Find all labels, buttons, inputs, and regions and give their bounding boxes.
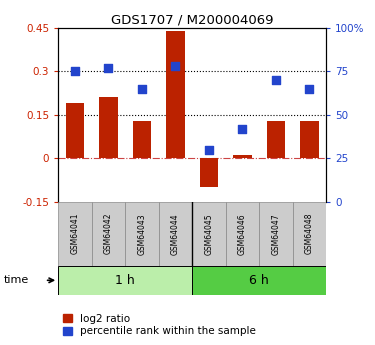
- Text: GSM64045: GSM64045: [204, 213, 213, 255]
- Text: GSM64041: GSM64041: [70, 213, 80, 255]
- Text: GSM64042: GSM64042: [104, 213, 113, 255]
- Point: [273, 77, 279, 82]
- Point: [172, 63, 178, 69]
- Bar: [125, 202, 159, 266]
- Text: GSM64044: GSM64044: [171, 213, 180, 255]
- Text: GSM64047: GSM64047: [272, 213, 280, 255]
- Text: 1 h: 1 h: [115, 274, 135, 287]
- Title: GDS1707 / M200004069: GDS1707 / M200004069: [111, 13, 273, 27]
- Bar: [192, 202, 226, 266]
- Bar: [300, 120, 319, 158]
- Point: [105, 65, 111, 70]
- Text: time: time: [4, 275, 29, 285]
- Text: GSM64043: GSM64043: [137, 213, 146, 255]
- Bar: [58, 266, 192, 295]
- Text: 6 h: 6 h: [249, 274, 269, 287]
- Bar: [200, 158, 218, 187]
- Bar: [259, 202, 293, 266]
- Bar: [226, 202, 259, 266]
- Bar: [66, 103, 84, 158]
- Bar: [133, 120, 151, 158]
- Bar: [192, 266, 326, 295]
- Bar: [293, 202, 326, 266]
- Bar: [99, 97, 118, 158]
- Text: GSM64046: GSM64046: [238, 213, 247, 255]
- Point: [206, 147, 212, 152]
- Point: [72, 68, 78, 74]
- Bar: [233, 155, 252, 158]
- Bar: [267, 120, 285, 158]
- Bar: [166, 30, 184, 158]
- Point: [240, 126, 246, 131]
- Bar: [159, 202, 192, 266]
- Text: GSM64048: GSM64048: [305, 213, 314, 255]
- Bar: [92, 202, 125, 266]
- Point: [306, 86, 312, 91]
- Legend: log2 ratio, percentile rank within the sample: log2 ratio, percentile rank within the s…: [63, 314, 256, 336]
- Bar: [58, 202, 92, 266]
- Point: [139, 86, 145, 91]
